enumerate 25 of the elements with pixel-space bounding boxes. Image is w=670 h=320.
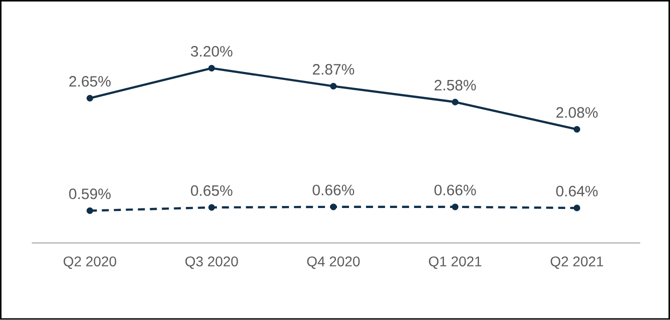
data-label: 0.66% xyxy=(312,184,354,196)
data-label: 0.64% xyxy=(556,186,598,197)
data-label: 0.59% xyxy=(69,188,111,200)
point xyxy=(452,204,458,210)
x-tick-label: Q2 2020 xyxy=(64,256,116,270)
data-label: 2.58% xyxy=(434,80,476,91)
data-label: 2.65% xyxy=(69,76,111,87)
data-label: 2.08% xyxy=(556,107,598,118)
data-label: 0.66% xyxy=(434,184,476,196)
point xyxy=(208,64,215,72)
point xyxy=(330,204,337,210)
point xyxy=(330,83,337,90)
point xyxy=(574,126,580,133)
point xyxy=(574,204,580,212)
x-tick-label: Q3 2020 xyxy=(185,256,238,270)
point xyxy=(86,208,94,214)
x-tick-label: Q1 2021 xyxy=(428,256,482,270)
x-tick-label: Q4 2020 xyxy=(307,256,360,270)
data-label: 3.20% xyxy=(190,46,232,57)
data-label: 0.65% xyxy=(190,185,232,196)
point xyxy=(452,98,458,106)
data-label: 2.87% xyxy=(312,64,354,75)
point xyxy=(86,95,94,102)
x-tick-label: Q2 2021 xyxy=(550,256,604,270)
point xyxy=(208,204,215,211)
